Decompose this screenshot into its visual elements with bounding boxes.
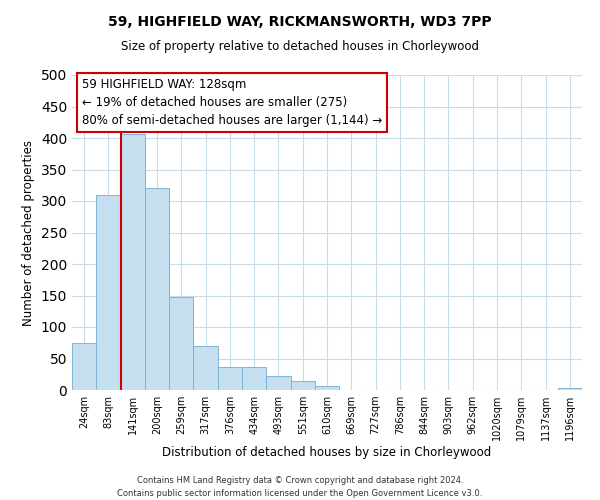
Bar	[558, 388, 582, 390]
Bar	[121, 134, 145, 390]
Y-axis label: Number of detached properties: Number of detached properties	[22, 140, 35, 326]
Bar	[315, 386, 339, 390]
X-axis label: Distribution of detached houses by size in Chorleywood: Distribution of detached houses by size …	[163, 446, 491, 459]
Text: Size of property relative to detached houses in Chorleywood: Size of property relative to detached ho…	[121, 40, 479, 53]
Bar	[96, 194, 121, 390]
Bar	[145, 188, 169, 390]
Text: 59, HIGHFIELD WAY, RICKMANSWORTH, WD3 7PP: 59, HIGHFIELD WAY, RICKMANSWORTH, WD3 7P…	[108, 15, 492, 29]
Bar	[72, 343, 96, 390]
Text: Contains HM Land Registry data © Crown copyright and database right 2024.
Contai: Contains HM Land Registry data © Crown c…	[118, 476, 482, 498]
Text: 59 HIGHFIELD WAY: 128sqm
← 19% of detached houses are smaller (275)
80% of semi-: 59 HIGHFIELD WAY: 128sqm ← 19% of detach…	[82, 78, 382, 127]
Bar	[290, 381, 315, 390]
Bar	[218, 366, 242, 390]
Bar	[193, 346, 218, 390]
Bar	[169, 297, 193, 390]
Bar	[242, 366, 266, 390]
Bar	[266, 376, 290, 390]
